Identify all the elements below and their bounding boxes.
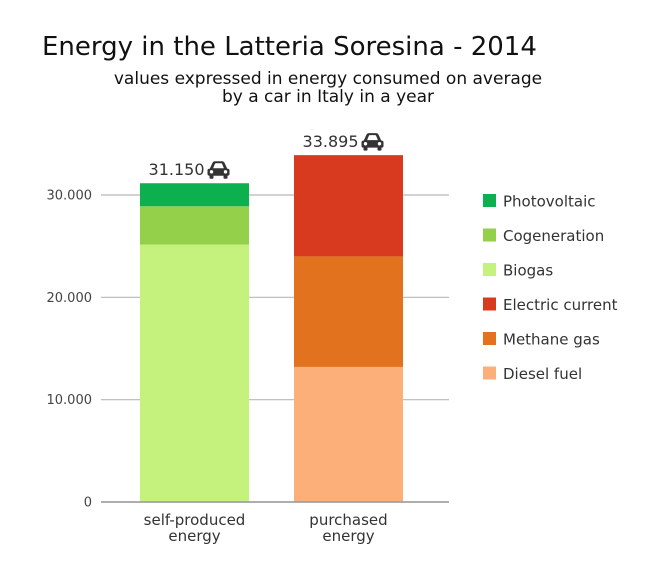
- y-tick-label: 10.000: [47, 393, 93, 408]
- y-tick-label: 30.000: [47, 189, 93, 204]
- subtitle-line-1: values expressed in energy consumed on a…: [113, 69, 543, 89]
- chart-subtitle: values expressed in energy consumed on a…: [60, 70, 596, 106]
- chart-title: Energy in the Latteria Soresina - 2014: [42, 32, 537, 62]
- car-icon: [207, 161, 230, 179]
- legend-swatch-biogas: [483, 263, 496, 276]
- legend-swatch-electric-current: [483, 297, 496, 311]
- x-tick-label: self-produced: [144, 511, 246, 529]
- legend-label-photovoltaic: Photovoltaic: [503, 193, 596, 211]
- x-tick-label: purchased: [309, 511, 387, 529]
- y-tick-label: 0: [84, 496, 92, 511]
- legend-swatch-photovoltaic: [483, 194, 496, 207]
- subtitle-line-2: by a car in Italy in a year: [221, 87, 435, 107]
- bar-segment-diesel-fuel: [294, 366, 403, 502]
- bar-segment-cogeneration: [140, 206, 249, 245]
- bar-segment-photovoltaic: [140, 183, 249, 207]
- legend-swatch-cogeneration: [483, 228, 496, 242]
- bar-segment-electric-current: [294, 155, 403, 257]
- x-tick-label: energy: [168, 527, 220, 545]
- y-tick-label: 20.000: [47, 291, 93, 306]
- legend-label-electric-current: Electric current: [503, 296, 618, 314]
- car-icon: [361, 133, 384, 151]
- x-tick-label: energy: [322, 527, 374, 545]
- legend-swatch-diesel-fuel: [483, 366, 496, 380]
- bar-segment-methane-gas: [294, 256, 403, 367]
- legend-label-diesel-fuel: Diesel fuel: [503, 365, 582, 383]
- legend-label-methane-gas: Methane gas: [503, 331, 600, 349]
- legend-swatch-methane-gas: [483, 332, 496, 345]
- bar-segment-biogas: [140, 244, 249, 503]
- legend-label-cogeneration: Cogeneration: [503, 227, 604, 245]
- total-label: 33.895: [303, 132, 359, 151]
- legend-label-biogas: Biogas: [503, 262, 553, 280]
- total-label: 31.150: [149, 160, 205, 179]
